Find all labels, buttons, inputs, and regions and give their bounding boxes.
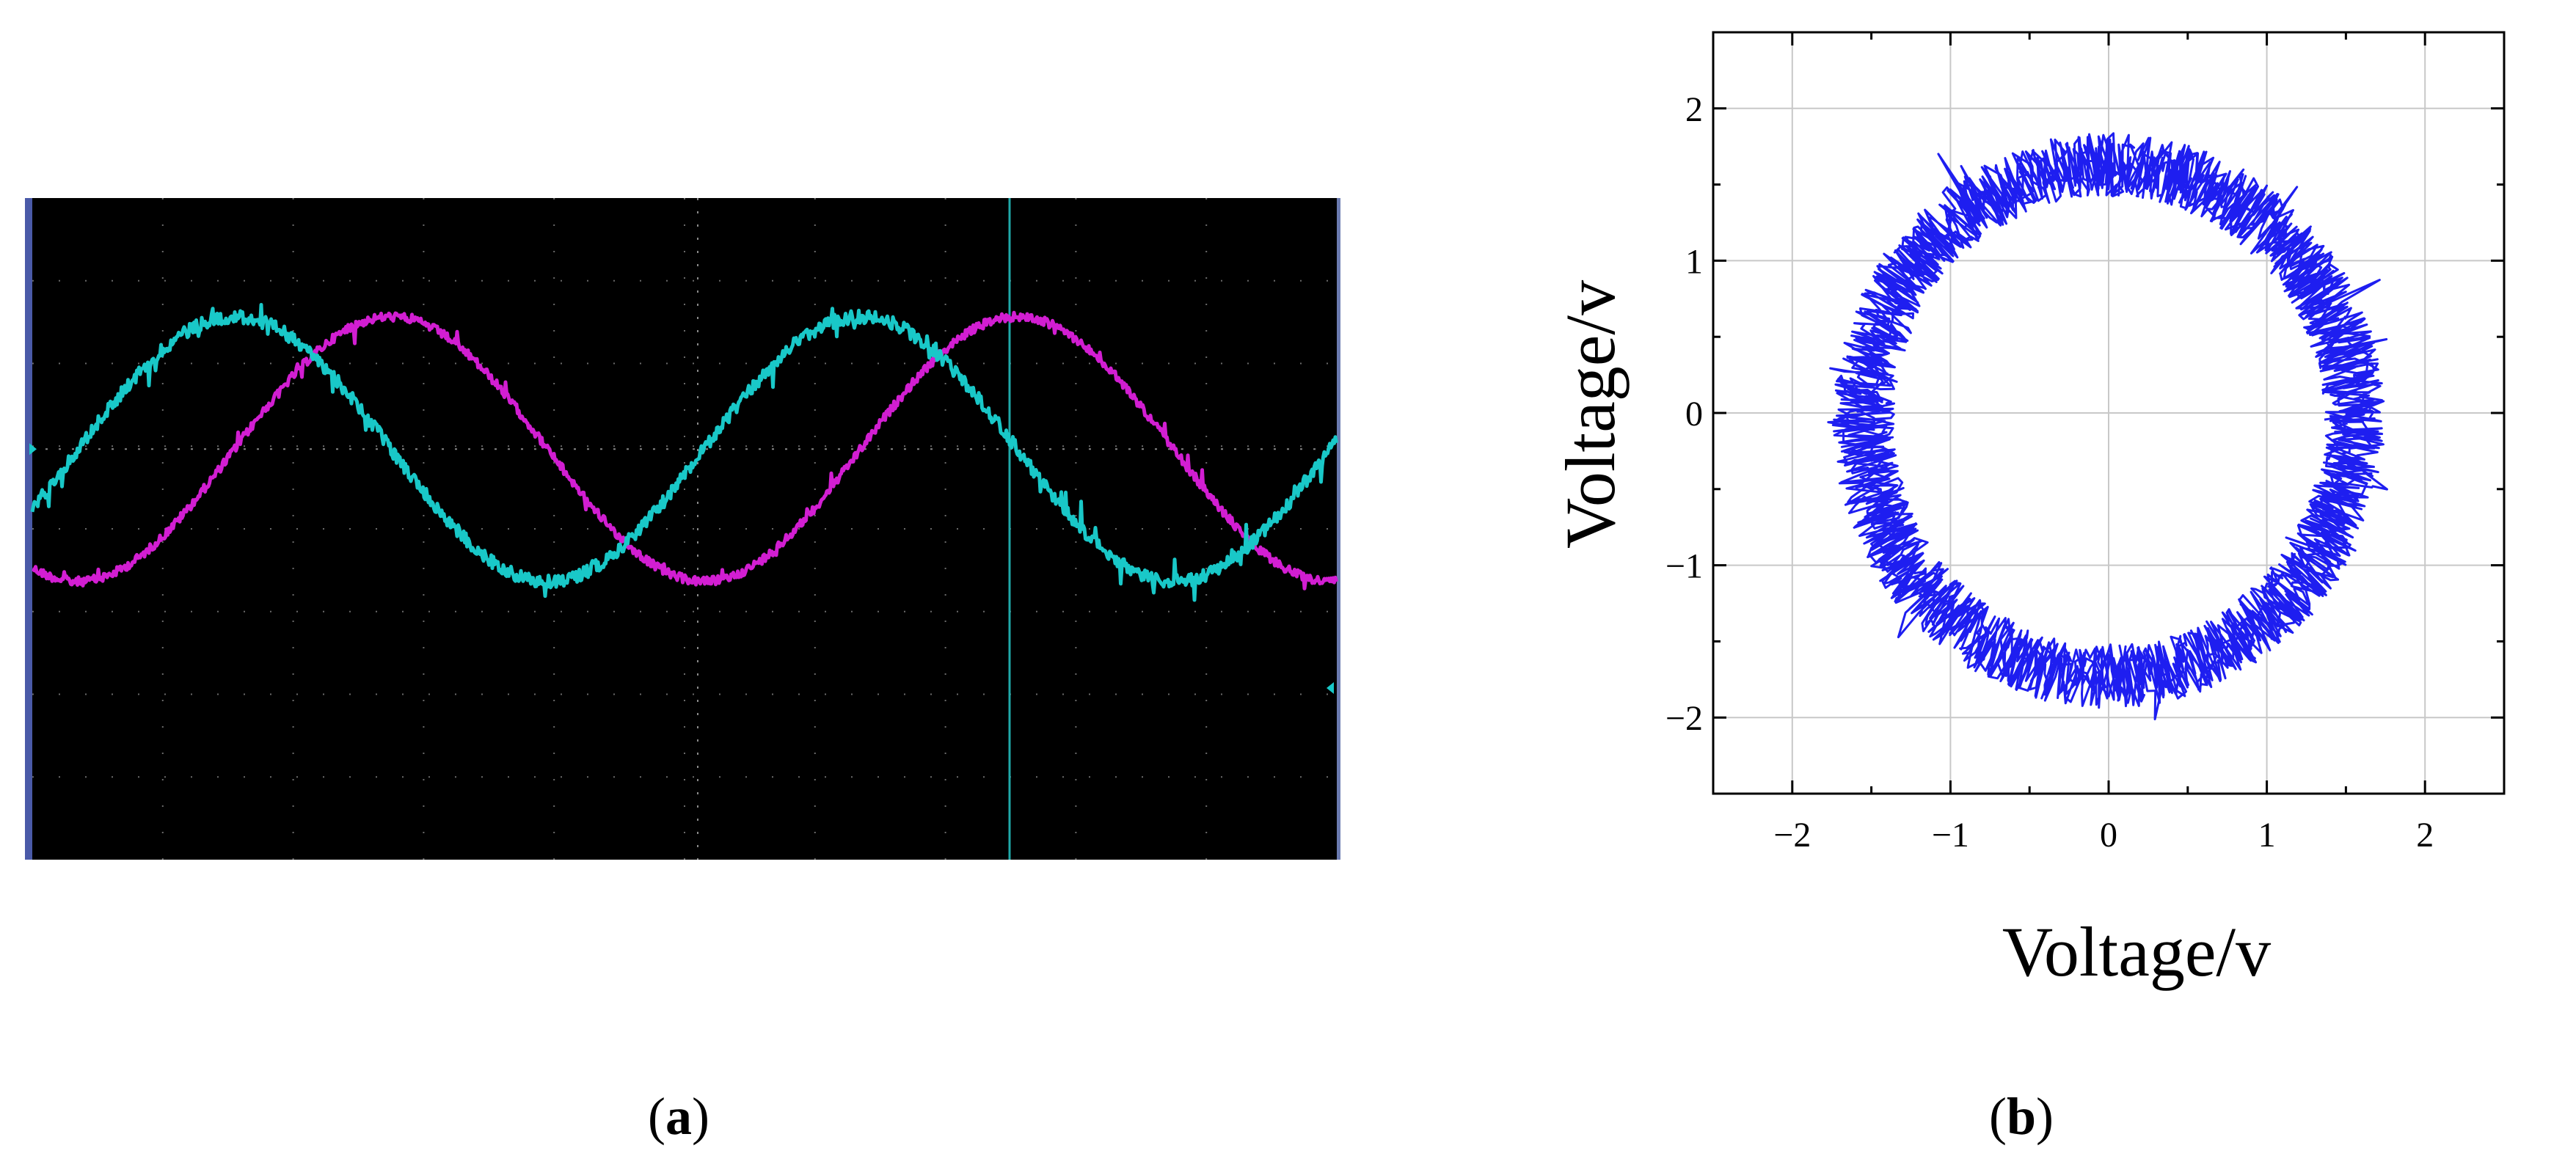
x-tick-labels: −2 −1 0 1 2 — [1773, 816, 2434, 855]
oscilloscope-traces — [30, 303, 1338, 602]
scope-channel-marker — [29, 443, 37, 456]
y-axis-title: Voltage/v — [1551, 280, 1630, 549]
plot-grid — [1713, 32, 2504, 794]
y-tick-label: 1 — [1685, 242, 1703, 281]
panel-a-oscilloscope — [25, 198, 1340, 860]
oscilloscope-left-edge — [25, 198, 32, 860]
ring-series — [1827, 132, 2388, 720]
x-axis-title: Voltage/v — [2002, 912, 2271, 991]
scope-trigger-marker — [1327, 682, 1334, 694]
cyan-trace — [30, 303, 1338, 602]
oscilloscope-right-edge — [1337, 198, 1340, 860]
plot-ticks — [1712, 31, 2506, 795]
x-tick-label: 2 — [2416, 816, 2434, 855]
oscilloscope-screen — [28, 198, 1340, 860]
y-tick-labels: −2 −1 0 1 2 — [1665, 90, 1703, 738]
x-tick-label: −1 — [1932, 816, 1969, 855]
panel-a-label: (a) — [648, 1087, 709, 1146]
x-tick-label: 0 — [2100, 816, 2117, 855]
y-tick-label: 2 — [1685, 90, 1703, 129]
panel-b-label: (b) — [1989, 1087, 2054, 1146]
y-tick-label: 0 — [1685, 395, 1703, 434]
y-tick-label: −1 — [1665, 547, 1703, 586]
x-tick-label: 1 — [2258, 816, 2276, 855]
ring-trace — [1827, 132, 2388, 720]
panel-b-xy-plot: −2 −1 0 1 2 −2 −1 0 1 2 — [1665, 31, 2506, 855]
oscilloscope-grid — [29, 198, 1337, 860]
magenta-trace — [32, 310, 1338, 590]
x-tick-label: −2 — [1773, 816, 1811, 855]
y-tick-label: −2 — [1665, 699, 1703, 738]
